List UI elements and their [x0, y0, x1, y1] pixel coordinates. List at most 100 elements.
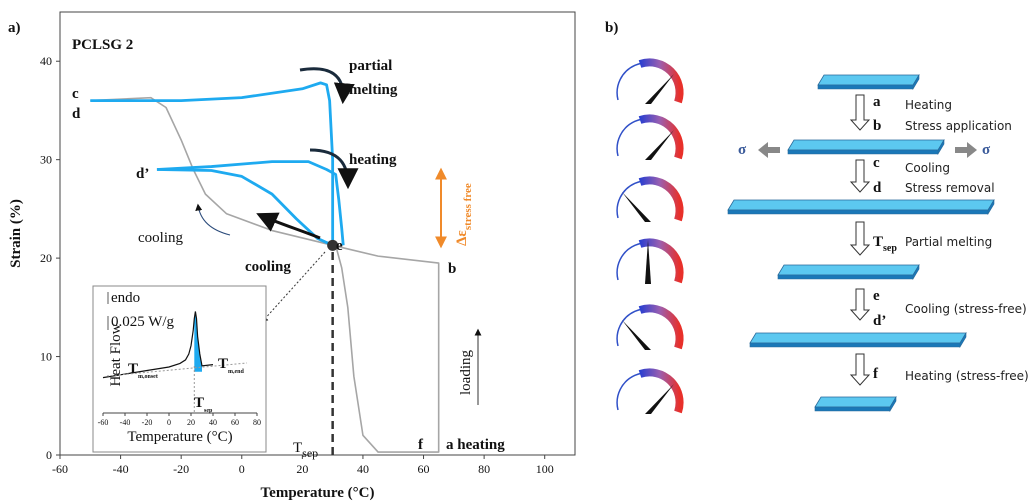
diagram-text-main: a [873, 94, 881, 110]
y-tick-label: 20 [40, 251, 52, 265]
diagram-text: c [873, 155, 880, 171]
annotation: cooling [138, 230, 183, 246]
diagram-text: σ [738, 142, 747, 158]
panel-a: a) PCLSG 2 Temperature (°C) Strain (%) -60 -4… [8, 11, 576, 501]
process-arrow [849, 159, 871, 193]
diagram-text-main: d’ [873, 313, 886, 329]
gauge-needle [622, 192, 651, 222]
diagram-text-main: σ [982, 142, 991, 158]
annotation: heating [349, 152, 397, 168]
annotation: f [418, 437, 424, 453]
diagram-text-main: Stress application [905, 119, 1012, 133]
data-line [156, 160, 345, 246]
sample-top [814, 396, 897, 408]
annotation: b [448, 261, 456, 277]
annotation-sub: sep [302, 446, 318, 460]
gauge-band [638, 58, 684, 104]
diagram-text-main: f [873, 366, 879, 382]
sample-side [727, 198, 995, 216]
diagram-text-main: σ [738, 142, 747, 158]
x-tick-label: 40 [357, 462, 369, 476]
inset-annotation: Tm,onset [128, 361, 158, 380]
inset-annotation-main: 0.025 W/g [111, 314, 175, 330]
diagram-text-main: Partial melting [905, 235, 992, 249]
process-arrow [849, 353, 871, 386]
diagram-text: Cooling [905, 161, 950, 175]
y-tick-label: 10 [40, 350, 52, 364]
annotation-main: d [72, 106, 81, 122]
annotation-main: cooling [138, 230, 183, 246]
diagram-text-main: Cooling [905, 161, 950, 175]
x-tick-label: 20 [296, 462, 308, 476]
diagram-text-sub: sep [883, 243, 897, 254]
diagram-text-main: T [873, 234, 883, 250]
x-axis-label: Temperature (°C) [261, 485, 375, 501]
annotation-main: T [293, 440, 302, 456]
annotation: a heating [446, 437, 505, 453]
inset-x-tick-label: 80 [253, 418, 261, 427]
stress-arrow-left [758, 142, 780, 158]
inset-x-tick-label: 60 [231, 418, 239, 427]
panel-b: b) ab Heating Stress application σ σ cd Cooling… [605, 20, 1029, 414]
data-line [90, 96, 440, 453]
inset-annotation-main: T [218, 356, 228, 372]
diagram-text-main: Cooling (stress-free) [905, 302, 1027, 316]
annotation: loading [458, 350, 474, 395]
annotation: cooling [245, 259, 291, 275]
sample-side [814, 395, 897, 413]
annotation-main: e [336, 238, 343, 254]
inset-annotation-main: T [128, 361, 138, 377]
diagram-text: a [873, 94, 881, 110]
annotation-arrow [256, 212, 321, 240]
inset-annotation-sub: sep [204, 408, 213, 414]
annotation-main: b [448, 261, 456, 277]
inset-x-tick-label: 0 [167, 418, 171, 427]
point-e [327, 239, 339, 251]
gauge-band [638, 368, 684, 414]
diagram-text-main: b [873, 118, 881, 134]
annotation-main: Δε [454, 230, 470, 246]
annotation: Tsep [293, 440, 318, 460]
diagram-text-main: e [873, 288, 880, 304]
sample-side [817, 73, 920, 91]
process-arrow [849, 288, 871, 321]
annotation: Δεstress free [454, 183, 474, 246]
annotation-main: melting [349, 82, 398, 98]
inset-x-tick-label: -60 [98, 418, 109, 427]
annotation-sub: stress free [462, 183, 474, 230]
inset-annotation-main: endo [111, 290, 140, 306]
inset-annotation-sub: m,end [228, 369, 244, 375]
gauge-needle [645, 130, 674, 160]
x-tick-label: 60 [418, 462, 430, 476]
x-tick-label: 80 [478, 462, 490, 476]
annotation-main: a heating [446, 437, 505, 453]
gauge-band [638, 114, 684, 160]
sample-top [817, 74, 920, 86]
annotation-main: cooling [245, 259, 291, 275]
annotation-main: c [72, 86, 79, 102]
diagram-text: Partial melting [905, 235, 992, 249]
inset-annotation: 0.025 W/g [111, 314, 175, 330]
panel-label: b) [605, 20, 618, 36]
y-tick-label: 0 [46, 448, 52, 462]
diagram-text: Tsep [873, 234, 897, 254]
inset-curve [102, 311, 214, 379]
sample-top [787, 139, 945, 151]
inset-x-tick-label: -40 [120, 418, 131, 427]
process-arrow [849, 221, 871, 256]
inset-annotation: Tsep [194, 395, 213, 414]
diagram-text: Cooling (stress-free) [905, 302, 1027, 316]
diagram-text-main: d [873, 180, 882, 196]
diagram-text: d [873, 180, 882, 196]
y-axis-label: Strain (%) [8, 199, 24, 268]
annotation: d’ [136, 166, 149, 182]
inset-x-tick-label: 20 [187, 418, 195, 427]
annotation: d [72, 106, 81, 122]
diagram-text: Heating (stress-free) [905, 369, 1029, 383]
annotation: partial [349, 58, 392, 74]
process-arrow [849, 94, 871, 131]
x-tick-label: -40 [113, 462, 129, 476]
gauge-band [638, 304, 684, 350]
diagram-text: e [873, 288, 880, 304]
